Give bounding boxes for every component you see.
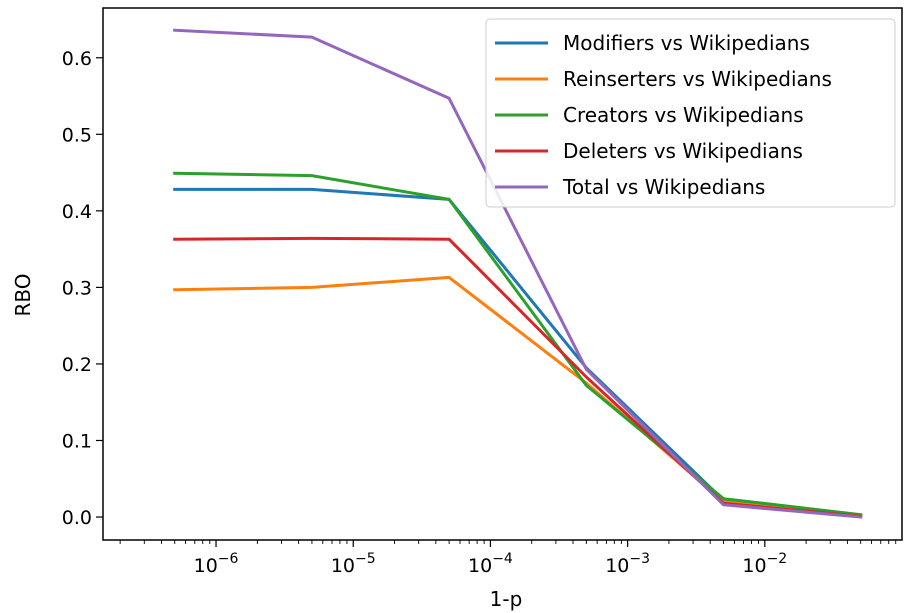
x-tick-label: 10−4: [468, 551, 513, 577]
series-line-2: [173, 275, 863, 518]
x-tick-label: 10−5: [331, 551, 376, 577]
y-tick-label: 0.3: [62, 277, 92, 299]
legend: Modifiers vs Wikipedians Reinserters vs W…: [485, 18, 896, 208]
series-line-4: [173, 236, 863, 518]
legend-label: Total vs Wikipedians: [562, 175, 765, 199]
y-axis-label: RBO: [11, 273, 35, 316]
x-axis-label: 1-p: [490, 587, 523, 611]
legend-box: [485, 18, 896, 208]
legend-label: Reinserters vs Wikipedians: [563, 67, 832, 91]
legend-label: Creators vs Wikipedians: [563, 103, 804, 127]
y-tick-label: 0.4: [62, 201, 92, 223]
x-tick-label: 10−3: [605, 551, 650, 577]
y-tick-label: 0.2: [62, 354, 92, 376]
x-tick-label: 10−2: [742, 551, 787, 577]
y-tick-label: 0.1: [62, 430, 92, 452]
series-line-3: [173, 171, 863, 517]
y-tick-label: 0.6: [62, 48, 92, 70]
x-tick-label: 10−6: [194, 551, 239, 577]
y-tick-label: 0.5: [62, 124, 92, 146]
series-line-5: [173, 28, 863, 519]
y-tick-label: 0.0: [62, 507, 92, 529]
legend-label: Modifiers vs Wikipedians: [563, 31, 810, 55]
chart-marks: [173, 28, 863, 519]
plot-frame: [102, 7, 903, 541]
chart-axes: 0.0 0.1 0.2 0.3 0.4 0.5 0.6 10−6 10−5 10−4 10−3 10−…: [62, 7, 903, 577]
legend-label: Deleters vs Wikipedians: [563, 139, 803, 163]
